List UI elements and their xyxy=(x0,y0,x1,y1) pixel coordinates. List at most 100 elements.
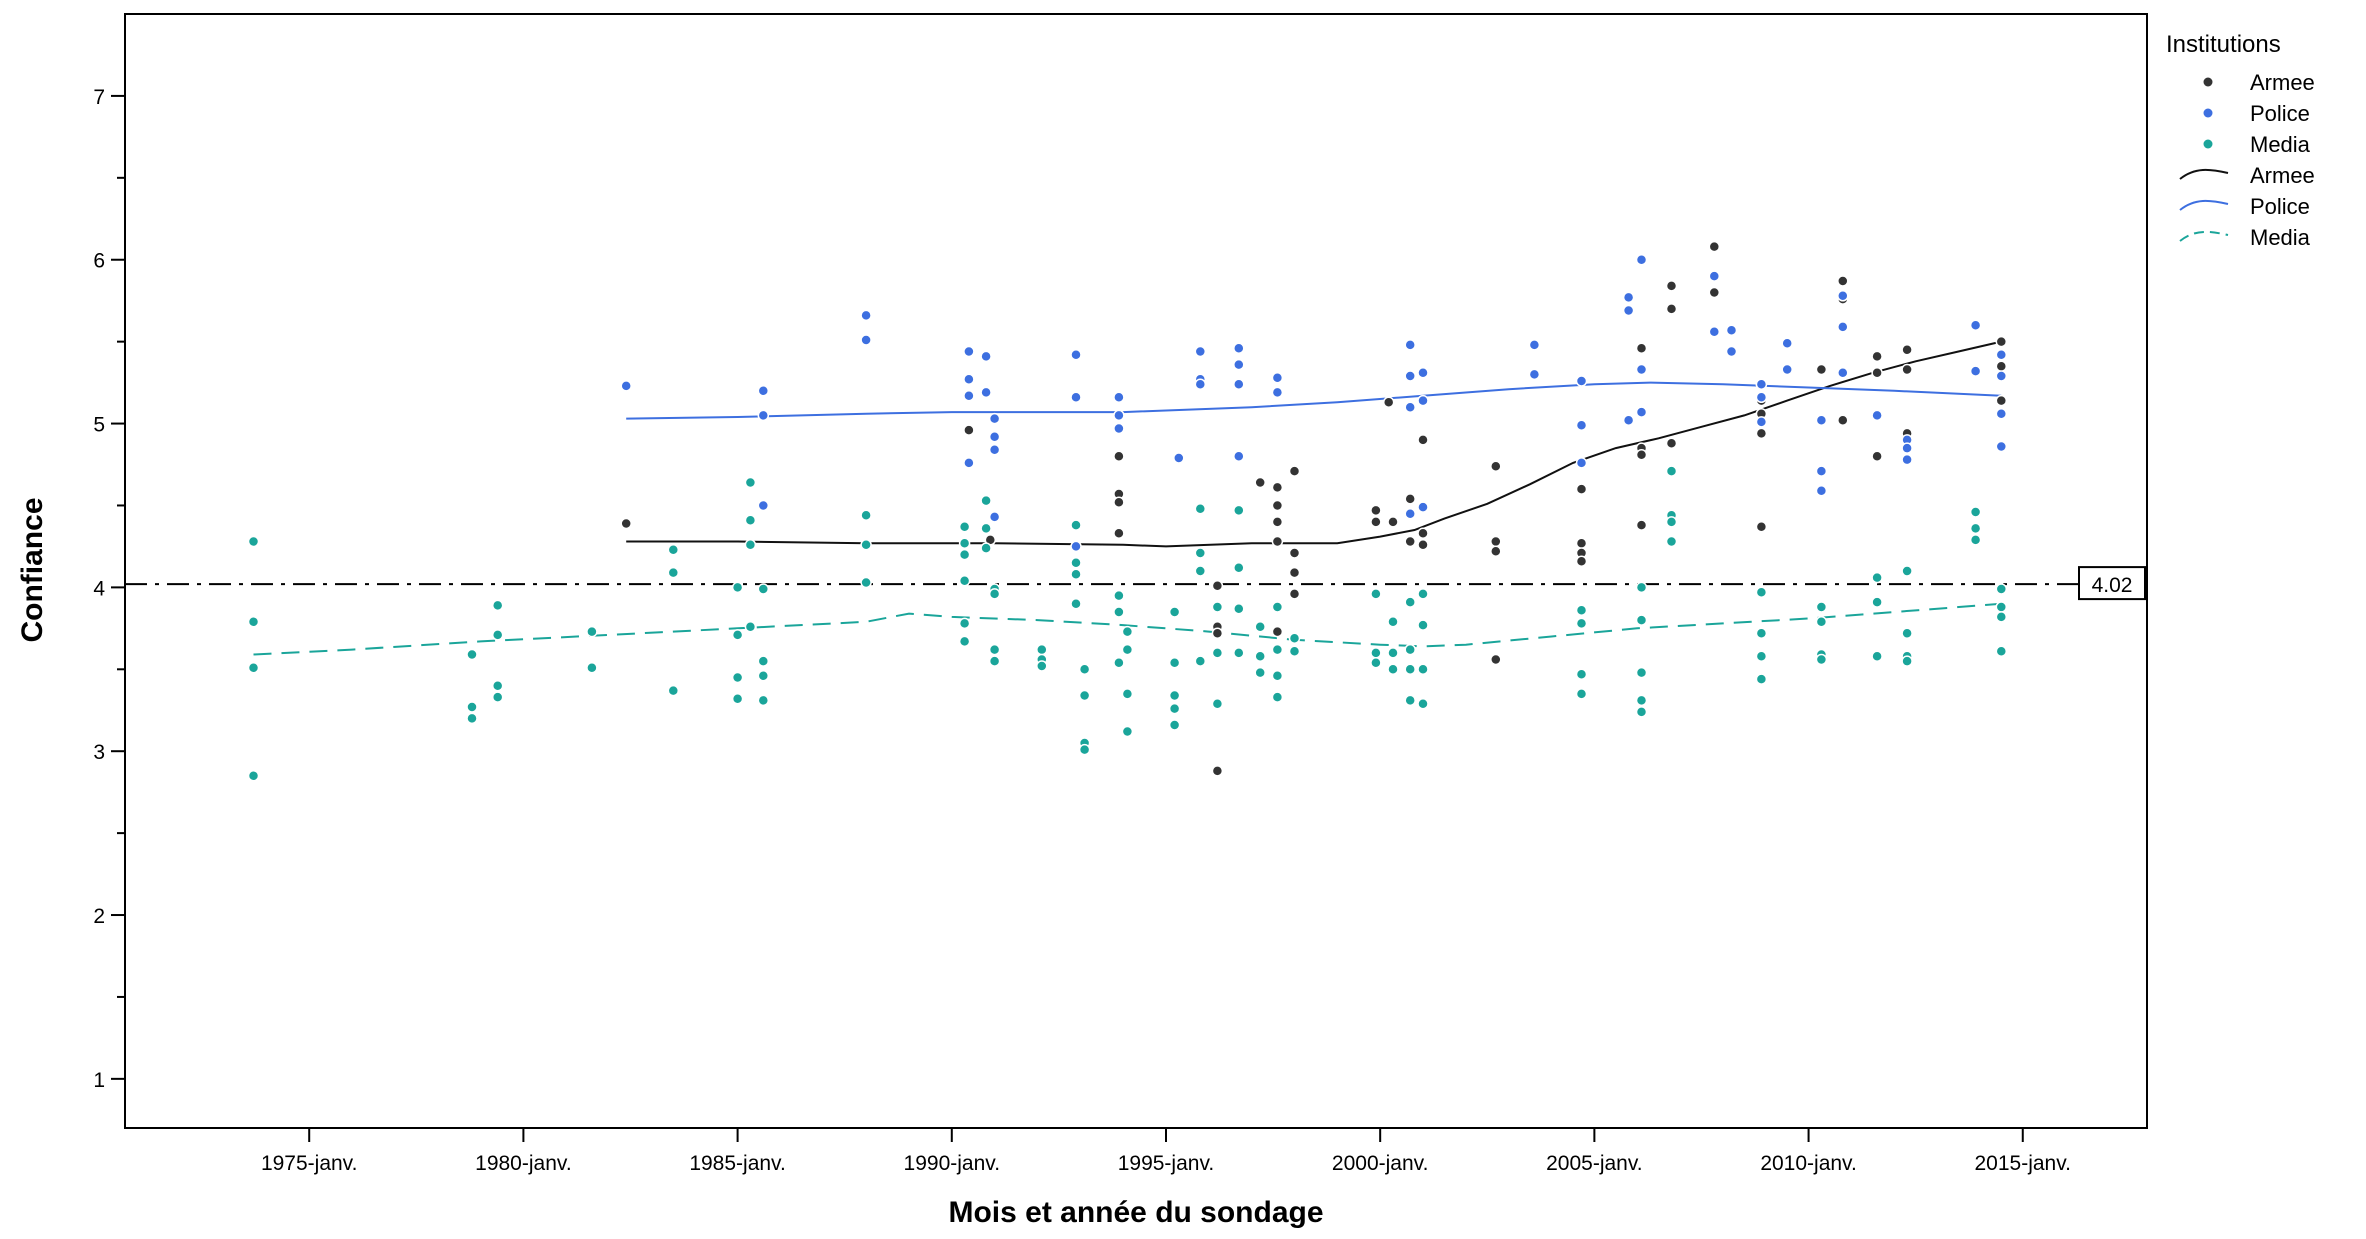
point-media xyxy=(744,620,757,633)
point-police xyxy=(1781,363,1793,376)
point-media xyxy=(1121,688,1134,700)
point-media xyxy=(1969,534,1982,546)
point-media xyxy=(1121,643,1134,656)
plot-frame xyxy=(124,13,2148,1129)
point-media xyxy=(247,535,260,548)
point-media xyxy=(731,671,744,684)
point-media xyxy=(1635,706,1648,718)
point-armee xyxy=(1708,240,1721,253)
point-media xyxy=(1387,663,1399,676)
point-police xyxy=(1815,414,1828,427)
point-armee xyxy=(1665,280,1678,292)
point-media xyxy=(1995,645,2008,658)
point-armee xyxy=(1995,394,2008,407)
point-police xyxy=(988,412,1001,425)
point-police xyxy=(1708,326,1721,338)
point-armee xyxy=(1370,504,1382,517)
point-media xyxy=(1078,689,1091,702)
point-media xyxy=(1168,689,1181,702)
legend-label-armee: Armee xyxy=(2250,70,2315,95)
point-armee xyxy=(1417,434,1429,446)
point-armee xyxy=(1575,537,1588,549)
point-media xyxy=(466,701,478,713)
point-police xyxy=(1969,319,1982,332)
point-media xyxy=(731,693,744,705)
point-media xyxy=(1271,643,1284,656)
point-police xyxy=(1622,304,1635,317)
point-media xyxy=(1370,656,1382,669)
point-police xyxy=(620,380,632,392)
point-police xyxy=(1837,290,1849,302)
point-police xyxy=(1233,450,1245,463)
point-media xyxy=(958,575,971,587)
point-media xyxy=(1113,589,1125,602)
point-armee xyxy=(1837,414,1849,427)
x-tick-label: 1995-janv. xyxy=(1118,1152,1215,1175)
point-media xyxy=(1233,647,1245,659)
point-armee xyxy=(1901,344,1913,356)
point-media xyxy=(586,661,598,674)
x-tick-label: 1980-janv. xyxy=(475,1152,572,1175)
point-media xyxy=(1404,663,1416,676)
legend-line-armee xyxy=(2179,168,2229,180)
point-media xyxy=(731,581,744,594)
point-police xyxy=(757,409,770,422)
point-armee xyxy=(1901,363,1913,376)
point-armee xyxy=(1271,516,1284,528)
fit-line-armee xyxy=(626,340,2002,548)
point-police xyxy=(1995,370,2008,382)
point-armee xyxy=(1387,516,1399,528)
point-police xyxy=(1271,371,1284,384)
legend-marker-media xyxy=(2203,139,2213,149)
point-police xyxy=(1070,540,1082,553)
point-armee xyxy=(1113,450,1125,463)
point-media xyxy=(1387,616,1399,628)
point-media xyxy=(1233,504,1245,517)
y-tick-label: 3 xyxy=(93,741,105,764)
point-media xyxy=(1254,620,1266,633)
point-armee xyxy=(1871,350,1883,363)
point-armee xyxy=(1288,588,1301,600)
point-media xyxy=(1070,568,1082,581)
point-media xyxy=(958,537,971,549)
point-media xyxy=(1871,596,1883,608)
point-police xyxy=(1815,465,1828,477)
point-media xyxy=(1995,611,2008,623)
point-media xyxy=(1387,647,1399,659)
point-media xyxy=(1635,614,1648,626)
point-media xyxy=(1755,673,1768,685)
point-media xyxy=(1575,668,1588,680)
point-media xyxy=(491,629,504,641)
point-media xyxy=(1070,519,1082,531)
point-police xyxy=(1837,367,1849,379)
y-tick-label: 2 xyxy=(93,905,105,928)
x-axis: 1975-janv. 1980-janv. 1985-janv. 1990-janv.… xyxy=(261,1128,2071,1175)
point-media xyxy=(1665,535,1678,548)
point-armee xyxy=(1271,625,1284,638)
point-armee xyxy=(1271,481,1284,494)
point-armee xyxy=(1254,476,1266,489)
point-armee xyxy=(1490,535,1502,548)
point-media xyxy=(1194,655,1207,667)
point-police xyxy=(1070,391,1082,404)
point-police xyxy=(1404,507,1416,520)
point-media xyxy=(1168,719,1181,731)
point-media xyxy=(1254,666,1266,679)
point-media xyxy=(958,548,971,561)
legend: Institutions Armee Police Media Armee Police… xyxy=(2166,31,2315,250)
point-police xyxy=(1837,321,1849,333)
point-police xyxy=(1708,270,1721,282)
point-media xyxy=(1417,619,1429,631)
point-media xyxy=(491,599,504,612)
legend-marker-armee xyxy=(2203,77,2213,87)
point-media xyxy=(1871,571,1883,584)
point-media xyxy=(1233,561,1245,574)
point-police xyxy=(963,345,975,358)
point-media xyxy=(958,617,971,630)
point-media xyxy=(1168,656,1181,669)
point-police xyxy=(988,511,1001,523)
point-media xyxy=(1404,596,1416,608)
point-police xyxy=(1871,409,1883,422)
point-media xyxy=(1575,688,1588,700)
